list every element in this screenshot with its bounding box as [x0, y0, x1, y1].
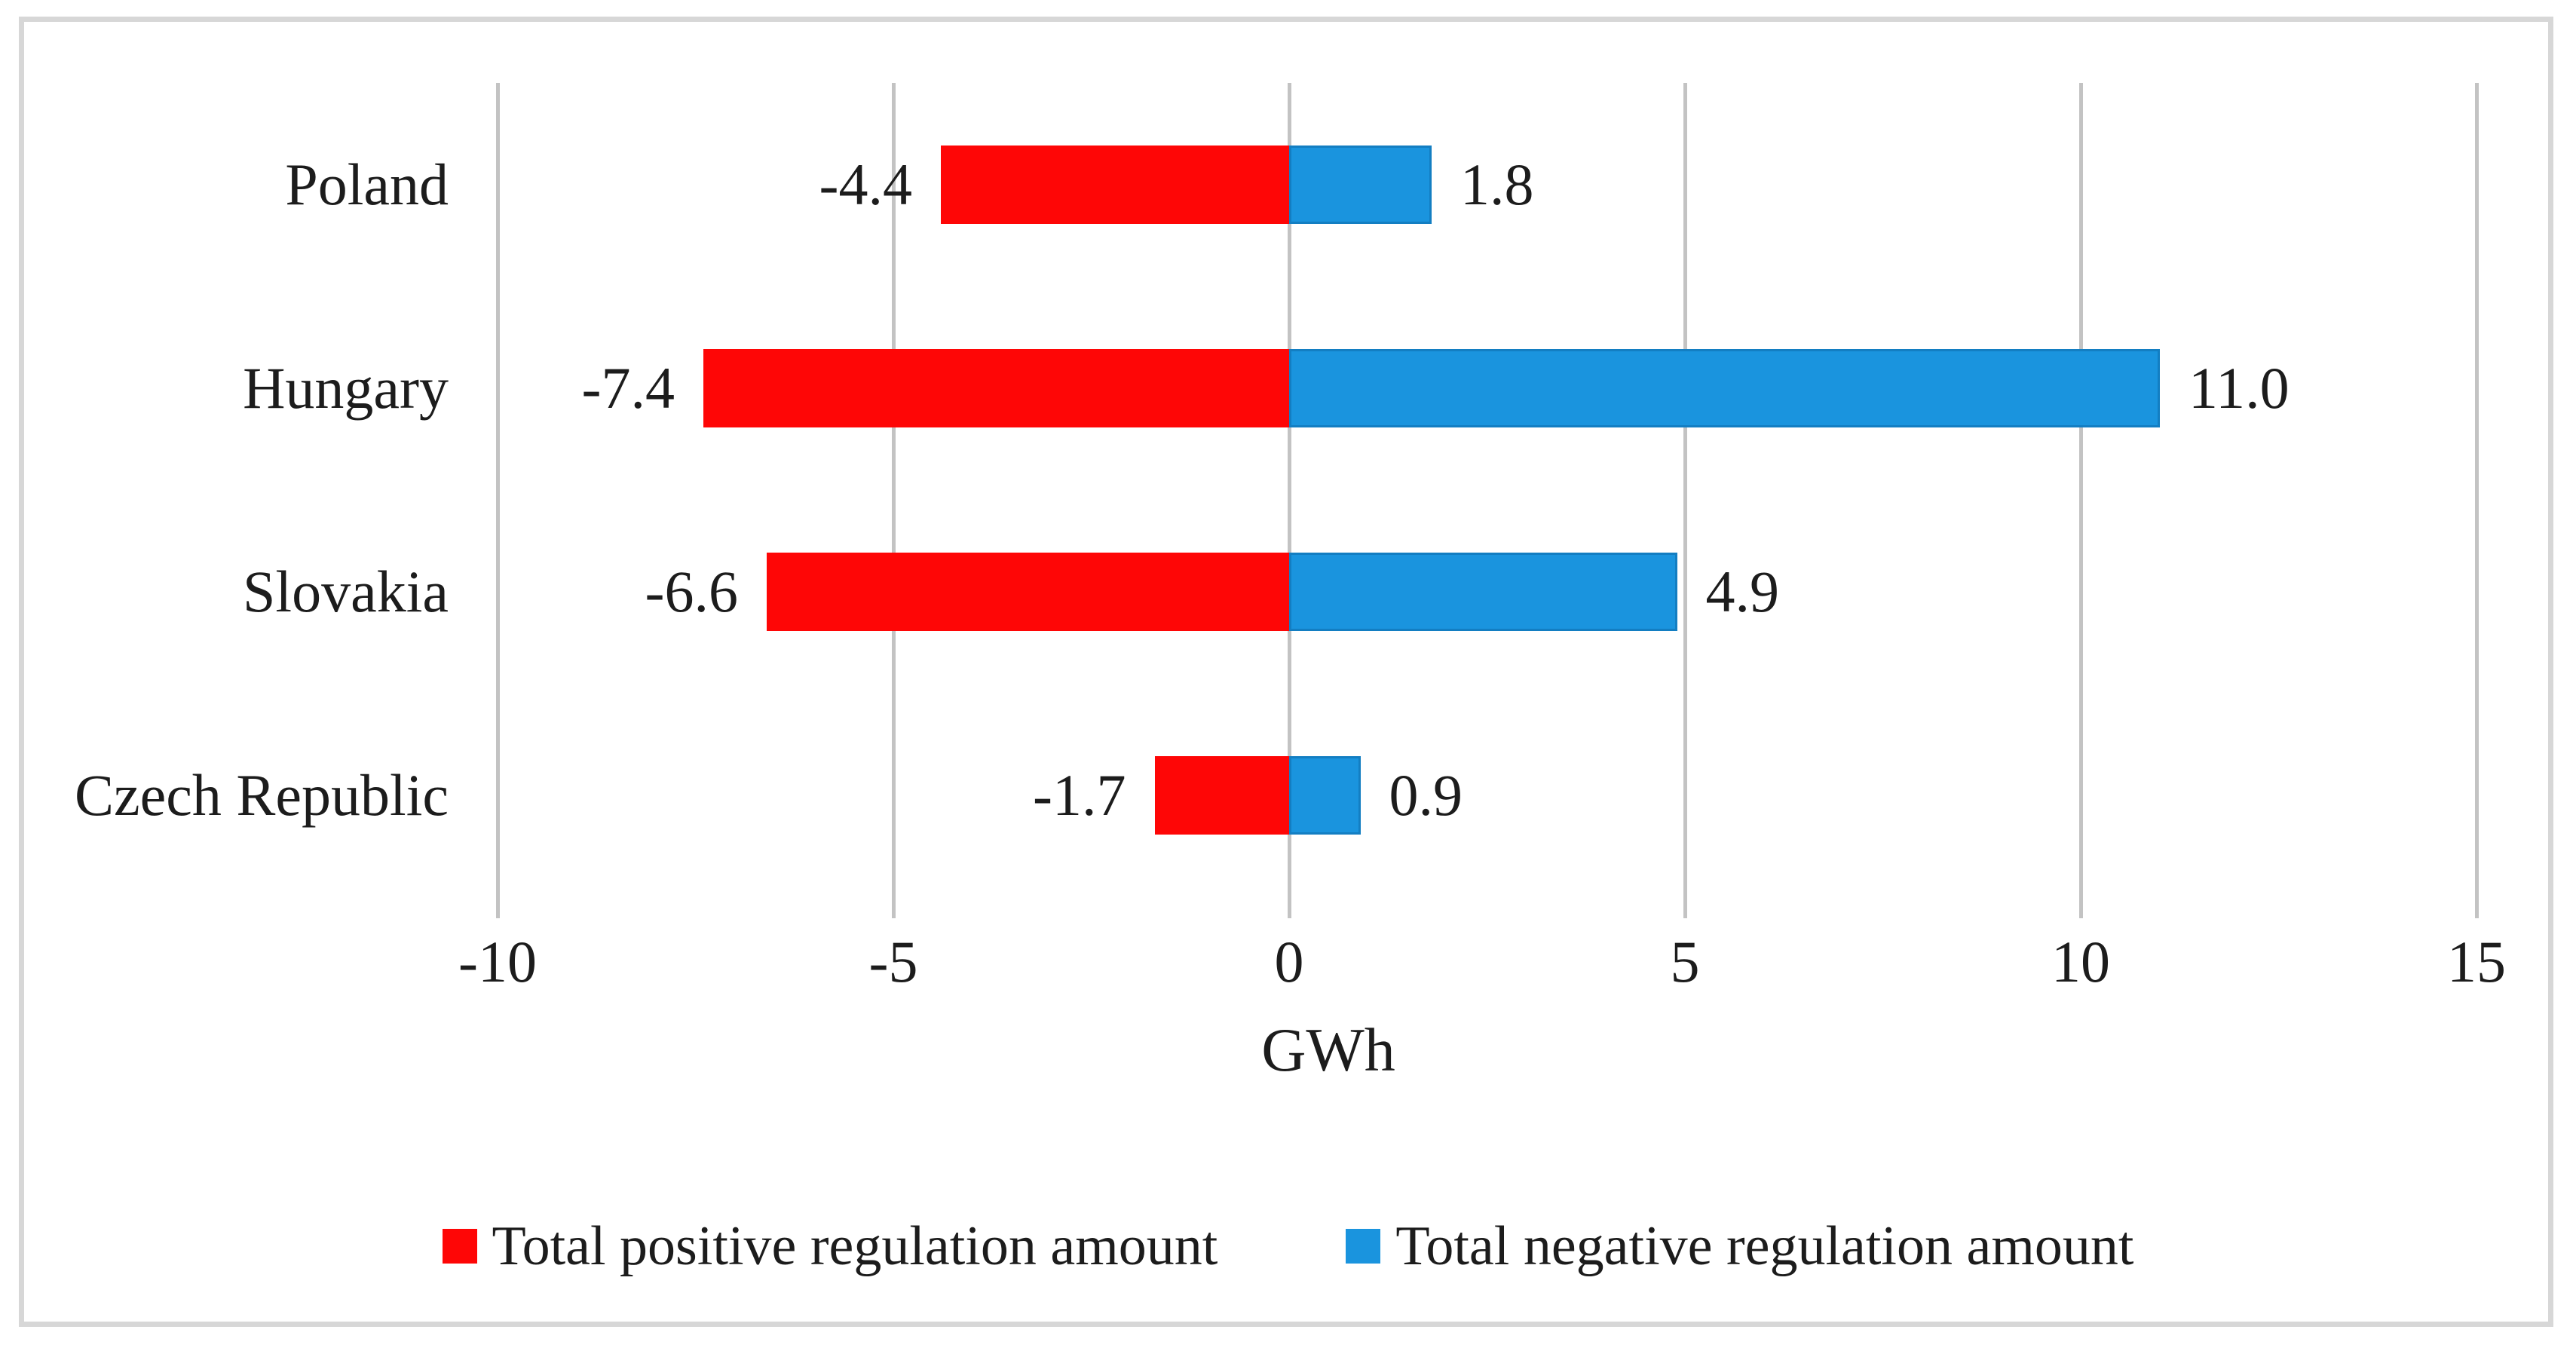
bar-value-label: -1.7: [1033, 762, 1126, 828]
gridline: [2475, 83, 2479, 897]
plot-area: -4.4 1.8 -7.4 11.0 -6.6 4.9 -1.7 0.9: [496, 83, 2479, 918]
category-label: Poland: [285, 152, 449, 217]
legend-marker-positive-icon: [442, 1229, 477, 1264]
category-label: Czech Republic: [75, 762, 449, 828]
chart-frame: [19, 17, 2553, 1327]
legend-marker-negative-icon: [1346, 1229, 1381, 1264]
x-tick-label: 0: [1274, 929, 1304, 994]
x-tick-label: -10: [458, 929, 537, 994]
bars-layer: -4.4 1.8 -7.4 11.0 -6.6 4.9 -1.7 0.9: [498, 83, 2476, 897]
axis-tickmark: [2475, 897, 2479, 918]
bar-row: -7.4 11.0: [498, 286, 2476, 490]
x-axis-title: GWh: [1261, 1016, 1395, 1084]
bar-row: -6.6 4.9: [498, 490, 2476, 694]
positive-direction-bar: [1289, 756, 1361, 835]
category-label: Hungary: [243, 355, 449, 421]
bar-value-label: -4.4: [819, 152, 912, 217]
bar-value-label: 0.9: [1389, 762, 1463, 828]
axis-tickmark: [2079, 897, 2083, 918]
legend: Total positive regulation amount Total n…: [0, 1205, 2576, 1288]
negative-direction-bar: [767, 553, 1289, 631]
bar-value-label: 4.9: [1705, 559, 1780, 624]
x-tick-label: 5: [1670, 929, 1700, 994]
gridline: [2079, 83, 2083, 897]
axis-tickmark: [1683, 897, 1687, 918]
gridline: [1288, 83, 1291, 897]
category-label: Slovakia: [243, 559, 449, 624]
legend-label-positive: Total positive regulation amount: [492, 1215, 1218, 1277]
bar-value-label: -7.4: [581, 355, 675, 421]
bar-row: -1.7 0.9: [498, 694, 2476, 897]
gridline: [496, 83, 500, 897]
bar-row: -4.4 1.8: [498, 83, 2476, 286]
axis-tickmark: [1288, 897, 1291, 918]
x-tick-label: 10: [2051, 929, 2110, 994]
negative-direction-bar: [1154, 756, 1289, 835]
negative-direction-bar: [941, 146, 1289, 224]
gridline: [1683, 83, 1687, 897]
axis-tickmark: [496, 897, 500, 918]
negative-direction-bar: [703, 349, 1289, 427]
bar-value-label: -6.6: [645, 559, 738, 624]
legend-item-positive: Total positive regulation amount: [442, 1215, 1218, 1277]
bar-value-label: 11.0: [2189, 355, 2290, 421]
x-tick-label: -5: [868, 929, 918, 994]
gridline: [892, 83, 896, 897]
positive-direction-bar: [1289, 146, 1432, 224]
legend-label-negative: Total negative regulation amount: [1395, 1215, 2134, 1277]
axis-tickmark: [892, 897, 896, 918]
x-axis-ticks: -10 -5 0 5 10 15: [458, 929, 2506, 1004]
positive-direction-bar: [1289, 553, 1677, 631]
category-labels: Poland Hungary Slovakia Czech Republic: [45, 83, 449, 897]
x-tick-label: 15: [2447, 929, 2506, 994]
legend-item-negative: Total negative regulation amount: [1346, 1218, 2133, 1274]
positive-direction-bar: [1289, 349, 2160, 427]
bar-value-label: 1.8: [1460, 152, 1534, 217]
